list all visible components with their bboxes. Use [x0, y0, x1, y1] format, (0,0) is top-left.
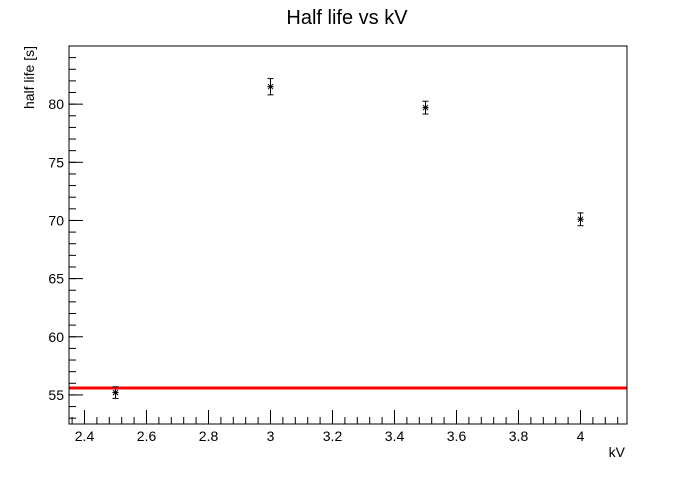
x-tick-label: 4	[577, 428, 585, 444]
x-axis-label: kV	[609, 444, 626, 460]
axis-ticks: 2.4 2.6 2.8 3 3.2 3.4 3.6 3.8 4 55 60 65 70 75 80	[48, 45, 619, 444]
x-tick-label: 2.4	[75, 428, 95, 444]
x-tick-label: 3.6	[447, 428, 467, 444]
x-tick-label: 2.8	[199, 428, 219, 444]
data-point	[577, 212, 584, 227]
point-marker	[422, 104, 429, 111]
x-tick-label: 2.6	[137, 428, 157, 444]
data-points	[112, 78, 584, 399]
y-tick-label: 55	[48, 387, 64, 403]
y-tick-label: 70	[48, 212, 64, 228]
point-marker	[267, 83, 274, 90]
y-axis-label: half life [s]	[21, 46, 37, 109]
x-tick-label: 3.4	[385, 428, 405, 444]
data-point	[267, 78, 274, 96]
point-marker	[577, 216, 584, 223]
y-tick-label: 65	[48, 271, 64, 287]
chart-title: Half life vs kV	[286, 7, 408, 29]
x-tick-label: 3.2	[323, 428, 343, 444]
y-tick-label: 80	[48, 96, 64, 112]
data-point	[112, 386, 119, 399]
y-tick-label: 75	[48, 154, 64, 170]
point-marker	[112, 389, 119, 396]
data-point	[422, 100, 429, 115]
plot-frame	[68, 45, 628, 425]
x-tick-label: 3	[267, 428, 275, 444]
y-tick-label: 60	[48, 329, 64, 345]
x-tick-label: 3.8	[509, 428, 529, 444]
